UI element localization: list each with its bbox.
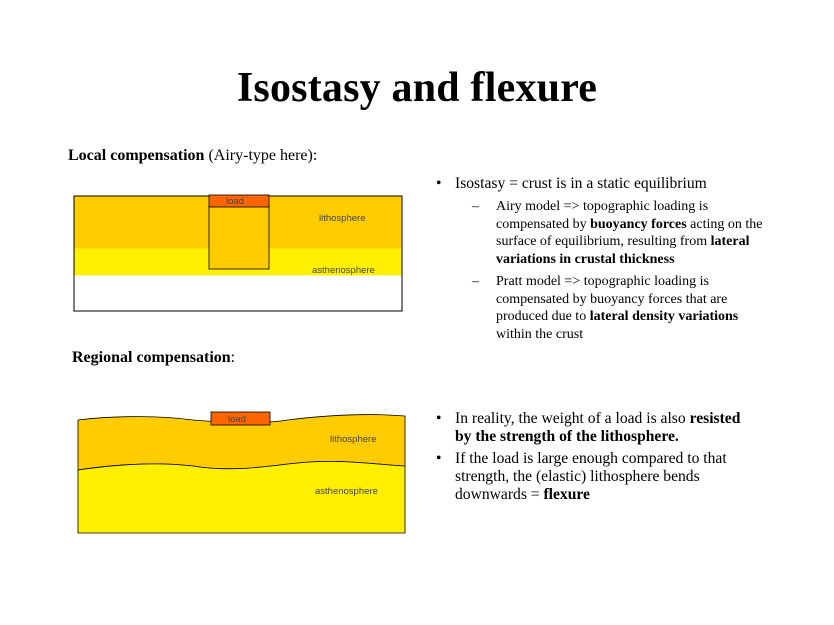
airy-load-label: load xyxy=(226,196,244,207)
airy-bold-2: lateral variations in crustal thickness xyxy=(496,234,750,267)
regional-compensation-heading: Regional compensation: xyxy=(72,349,235,367)
pratt-text-2: within the crust xyxy=(496,326,584,342)
bullet-isostasy: Isostasy = crust is in a static equilibr… xyxy=(436,175,766,193)
airy-load xyxy=(208,194,270,208)
sub-bullet-airy: Airy model => topographic loading is com… xyxy=(472,198,766,268)
sub-bullet-pratt: Pratt model => topographic loading is co… xyxy=(472,273,766,343)
airy-lithosphere-label: lithosphere xyxy=(319,213,365,224)
bullet-reality: In reality, the weight of a load is also… xyxy=(436,410,756,446)
local-heading-rest: (Airy-type here): xyxy=(204,147,318,164)
local-heading-bold: Local compensation xyxy=(68,147,205,164)
flexure-text: If the load is large enough compared to … xyxy=(455,450,727,503)
flexure-asthenosphere xyxy=(77,461,406,534)
flexure-asthenosphere-label: asthenosphere xyxy=(315,486,378,497)
airy-text-2: acting on the surface of equilibrium, re… xyxy=(496,216,763,250)
flexure-bold: flexure xyxy=(543,486,590,503)
airy-crustal-root xyxy=(208,205,270,270)
flexure-bullets: In reality, the weight of a load is also… xyxy=(436,410,756,504)
airy-text-1: Airy model => topographic loading is com… xyxy=(496,199,709,232)
pratt-text-1: Pratt model => topographic loading is co… xyxy=(496,274,728,324)
flexure-lithosphere-label: lithosphere xyxy=(330,434,376,445)
slide-title: Isostasy and flexure xyxy=(236,65,598,111)
local-compensation-heading: Local compensation (Airy-type here): xyxy=(68,147,317,165)
regional-heading-bold: Regional compensation xyxy=(72,349,231,366)
reality-bold: resisted by the strength of the lithosph… xyxy=(455,410,741,445)
flexure-diagram: load lithosphere asthenosphere xyxy=(77,411,406,534)
flexure-load xyxy=(210,411,271,426)
isostasy-bullets: Isostasy = crust is in a static equilibr… xyxy=(436,175,766,343)
pratt-bold-1: lateral density variations xyxy=(589,309,739,324)
reality-text: In reality, the weight of a load is also xyxy=(455,410,690,427)
bullet-flexure: If the load is large enough compared to … xyxy=(436,450,756,504)
bullet-isostasy-text: Isostasy = crust is in a static equilibr… xyxy=(455,175,707,192)
airy-diagram: load lithosphere asthenosphere xyxy=(73,194,403,312)
regional-heading-rest: : xyxy=(230,349,236,366)
airy-bold-1: buoyancy forces xyxy=(590,216,687,232)
flexure-load-label: load xyxy=(228,414,246,425)
airy-asthenosphere-label: asthenosphere xyxy=(312,265,375,276)
